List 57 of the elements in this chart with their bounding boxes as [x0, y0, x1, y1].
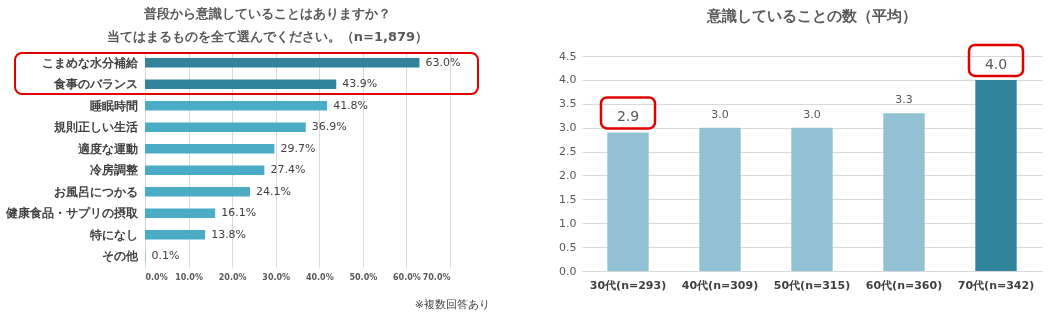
- x-tick-label: 60.0%: [393, 272, 421, 282]
- chart-title: 意識していることの数（平均）: [706, 6, 917, 25]
- y-tick-label: 0.0: [559, 264, 577, 278]
- x-tick-label: 40.0%: [305, 272, 334, 282]
- x-tick-label: 50.0%: [349, 272, 378, 282]
- data-label: 29.7%: [280, 141, 316, 155]
- data-label: 27.4%: [270, 163, 306, 177]
- y-tick-label: 1.5: [559, 192, 577, 206]
- y-tick-label: 2.0: [559, 168, 577, 182]
- y-tick-label: 冷房調整: [89, 163, 139, 178]
- y-tick-label: その他: [101, 249, 139, 264]
- data-label: 2.9: [616, 108, 640, 125]
- data-label: 13.8%: [211, 227, 247, 241]
- y-tick-label: 3.0: [559, 121, 577, 135]
- y-tick-label: 2.5: [559, 145, 577, 159]
- x-tick-label: 20.0%: [218, 272, 247, 282]
- x-tick-label: 30.0%: [262, 272, 291, 282]
- bar: [607, 132, 649, 271]
- x-tick-label: 30代(n=293): [589, 278, 667, 292]
- x-tick-label: 0.0%: [145, 272, 168, 282]
- data-label: 4.0: [984, 55, 1008, 72]
- y-tick-label: 1.0: [559, 216, 577, 230]
- bar: [975, 79, 1017, 271]
- x-tick-label: 40代(n=309): [681, 278, 759, 292]
- data-label: 16.1%: [221, 206, 257, 220]
- y-tick-label: お風呂につかる: [53, 184, 138, 199]
- data-label: 41.8%: [333, 98, 369, 112]
- y-tick-label: 規則正しい生活: [52, 120, 138, 135]
- chart-subtitle: 当てはまるものを全て選んでください。（n=1,879）: [106, 29, 429, 44]
- x-tick-label: 10.0%: [175, 272, 203, 282]
- y-tick-label: 3.5: [559, 97, 577, 111]
- y-tick-label: 0.5: [559, 240, 577, 254]
- y-tick-label: 4.0: [559, 73, 577, 87]
- chart-title: 普段から意識していることはありますか？: [143, 6, 391, 21]
- x-tick-label: 50代(n=315): [773, 278, 851, 292]
- y-tick-label: 4.5: [559, 49, 577, 63]
- bar: [883, 113, 925, 271]
- data-label: 63.0%: [425, 55, 461, 69]
- data-label: 3.0: [711, 107, 729, 121]
- y-tick-label: こまめな水分補給: [41, 55, 139, 70]
- bar: [791, 127, 833, 271]
- bar: [699, 127, 741, 271]
- y-tick-label: 睡眠時間: [89, 98, 138, 113]
- y-tick-label: 特になし: [88, 227, 138, 242]
- data-label: 36.9%: [311, 120, 347, 134]
- text: ※複数回答あり: [414, 298, 490, 311]
- x-tick-label: 70代(n=342): [957, 278, 1035, 292]
- y-tick-label: 健康食品・サプリの摂取: [4, 206, 139, 221]
- data-label: 0.1%: [151, 249, 180, 263]
- y-tick-label: 適度な運動: [76, 141, 138, 156]
- data-label: 43.9%: [342, 77, 378, 91]
- x-tick-label: 60代(n=360): [865, 278, 943, 292]
- data-label: 3.3: [895, 93, 913, 107]
- x-tick-label: 70.0%: [422, 272, 451, 282]
- y-tick-label: 食事のバランス: [52, 77, 138, 92]
- data-label: 24.1%: [256, 184, 291, 198]
- data-label: 3.0: [803, 107, 821, 121]
